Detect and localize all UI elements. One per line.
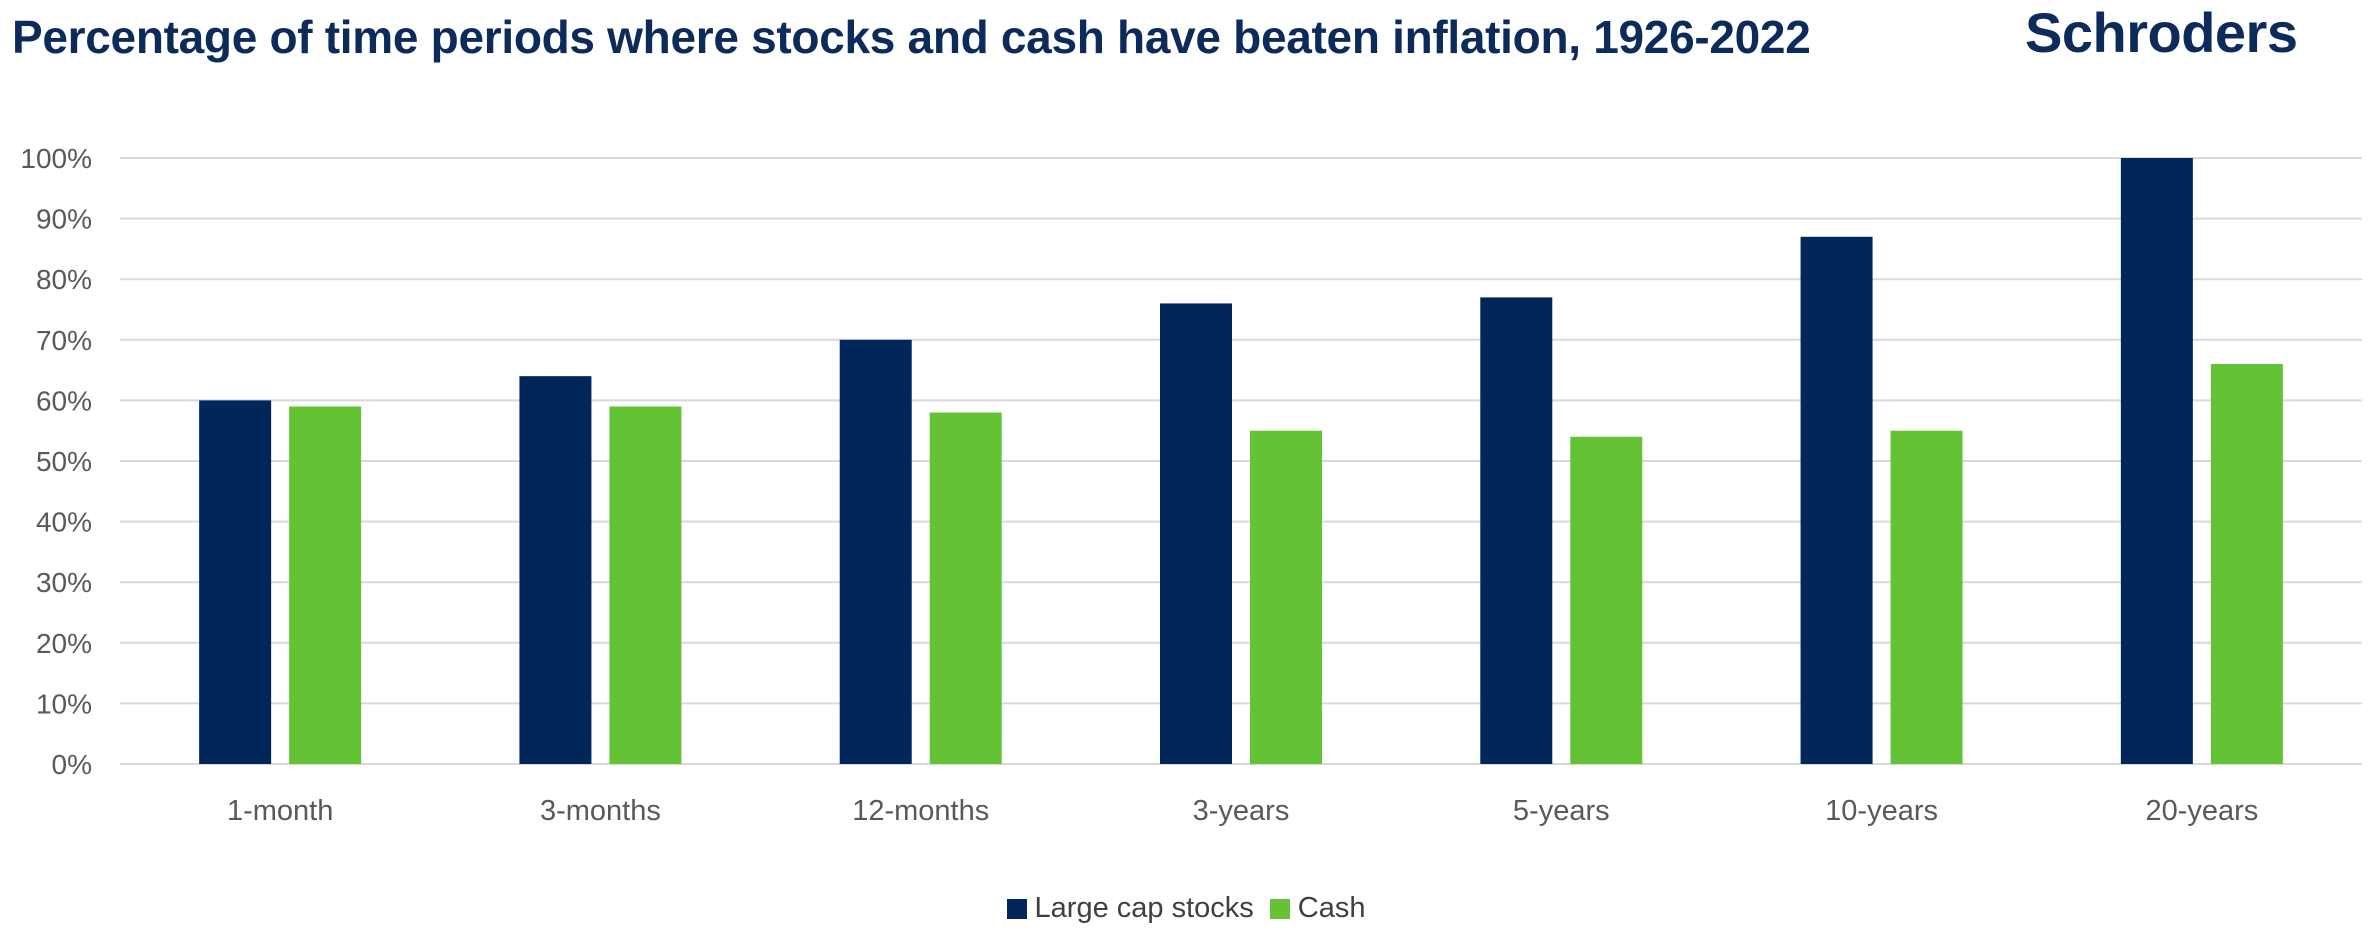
bar-cash-3-months <box>609 406 682 764</box>
bar-cash-1-month <box>289 406 362 764</box>
bar-stocks-12-months <box>839 339 912 764</box>
y-tick-label: 80% <box>36 264 92 295</box>
chart-legend: Large cap stocks Cash <box>0 892 2372 925</box>
bar-stocks-10-years <box>1800 236 1873 764</box>
y-tick-label: 60% <box>36 385 92 416</box>
legend-item-stocks: Large cap stocks <box>1006 892 1254 925</box>
x-tick-label: 20-years <box>2145 795 2258 827</box>
y-tick-label: 10% <box>36 688 92 719</box>
y-tick-label: 90% <box>36 204 92 235</box>
legend-swatch-cash <box>1269 898 1290 919</box>
legend-item-cash: Cash <box>1269 892 1366 925</box>
y-tick-label: 30% <box>36 567 92 598</box>
bar-cash-12-months <box>929 412 1002 764</box>
x-tick-label: 1-month <box>227 795 333 827</box>
bar-chart: 0% 10% 20% 30% 40% 50% 60% 70% 80% 90% 100% 1-month… <box>20 143 2362 827</box>
legend-label-cash: Cash <box>1297 892 1366 924</box>
bar-cash-3-years <box>1250 430 1322 764</box>
bar-stocks-5-years <box>1480 297 1553 764</box>
x-tick-label: 3-months <box>540 795 661 827</box>
bar-stocks-3-months <box>519 376 592 764</box>
chart-title: Percentage of time periods where stocks … <box>12 11 1811 63</box>
y-tick-label: 20% <box>36 628 92 659</box>
y-tick-label: 50% <box>36 446 92 477</box>
x-tick-label: 5-years <box>1513 795 1610 827</box>
x-tick-label: 10-years <box>1825 795 1938 827</box>
legend-label-stocks: Large cap stocks <box>1034 892 1254 924</box>
y-tick-label: 100% <box>20 143 92 174</box>
y-tick-label: 40% <box>36 507 92 538</box>
y-tick-label: 70% <box>36 325 92 356</box>
bar-cash-10-years <box>1890 430 1963 764</box>
bar-stocks-20-years <box>2120 158 2193 764</box>
bar-cash-20-years <box>2210 364 2283 764</box>
bar-stocks-3-years <box>1160 303 1232 764</box>
x-tick-label: 3-years <box>1193 795 1290 827</box>
bar-stocks-1-month <box>199 400 272 764</box>
y-tick-label: 0% <box>52 749 92 780</box>
legend-swatch-stocks <box>1006 898 1027 919</box>
x-tick-label: 12-months <box>852 795 989 827</box>
bar-cash-5-years <box>1570 436 1643 764</box>
schroders-logo: Schroders <box>2025 1 2298 64</box>
